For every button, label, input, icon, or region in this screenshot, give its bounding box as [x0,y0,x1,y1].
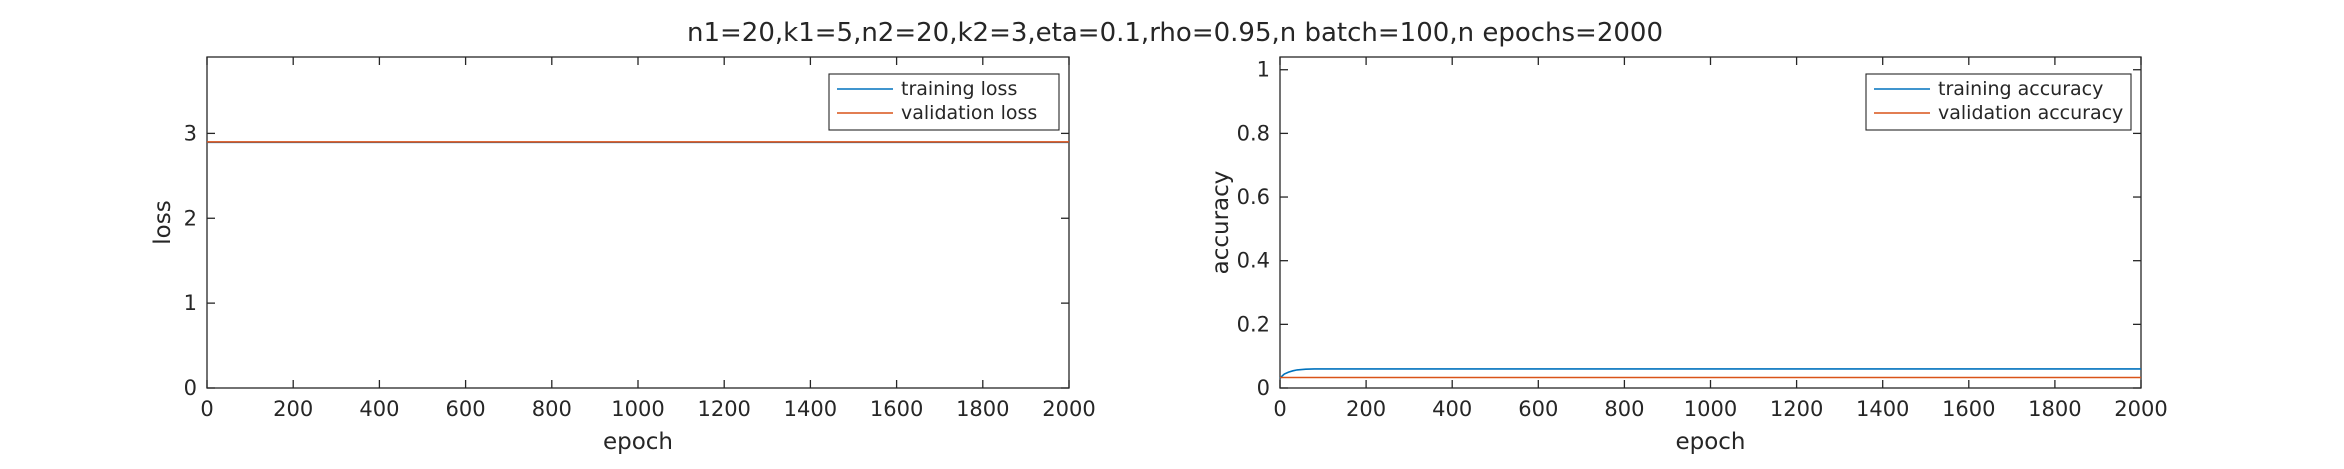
y-tick-label: 0.8 [1237,121,1270,145]
legend-box [1865,73,2132,131]
y-tick-label: 0 [1257,376,1270,400]
x-tick-label: 200 [273,397,313,421]
y-tick-label: 0 [184,376,197,400]
y-axis-label: loss [150,200,176,244]
x-tick-label: 1600 [1942,397,1995,421]
legend-label: validation accuracy [1938,102,2123,124]
x-tick-label: 2000 [1042,397,1095,421]
x-tick-label: 800 [1604,397,1644,421]
x-axis-label: epoch [603,429,673,455]
y-tick-label: 2 [184,206,197,230]
x-tick-label: 600 [446,397,486,421]
x-tick-label: 1800 [956,397,1009,421]
x-tick-label: 400 [359,397,399,421]
chart-2: 0 200 400 600 800 1000 1200 1400 1600 1800 2000 0 0.… [1208,56,2168,455]
x-tick-label: 1400 [784,397,837,421]
x-tick-label: 600 [1518,397,1558,421]
y-tick-label: 0.6 [1237,185,1270,209]
x-tick-label: 1200 [697,397,750,421]
y-tick-label: 0.4 [1237,249,1270,273]
y-tick-label: 3 [184,121,197,145]
x-tick-label: 1000 [1684,397,1737,421]
figure-title: n1=20,k1=5,n2=20,k2=3,eta=0.1,rho=0.95,n… [687,18,1663,48]
chart-1: 0 200 400 600 800 1000 1200 1400 1600 1800 2000 0 1 2… [150,56,1096,455]
x-tick-label: 1400 [1856,397,1909,421]
legend-label: validation loss [901,102,1037,124]
x-tick-label: 200 [1346,397,1386,421]
x-tick-label: 1200 [1770,397,1823,421]
series-line-1 [1279,368,2141,380]
y-tick-label: 1 [1257,58,1270,82]
legend-label: training accuracy [1938,78,2103,100]
x-tick-label: 1600 [870,397,923,421]
x-tick-label: 1800 [2028,397,2081,421]
x-axis-label: epoch [1675,429,1745,455]
x-tick-label: 400 [1432,397,1472,421]
legend-box [828,73,1060,131]
x-tick-label: 800 [532,397,572,421]
x-tick-label: 2000 [2114,397,2167,421]
y-tick-label: 0.2 [1237,312,1270,336]
x-tick-label: 1000 [611,397,664,421]
y-tick-label: 1 [184,291,197,315]
x-tick-label: 0 [1273,397,1286,421]
y-axis-label: accuracy [1208,171,1234,275]
legend-label: training loss [901,78,1017,100]
x-tick-label: 0 [200,397,213,421]
